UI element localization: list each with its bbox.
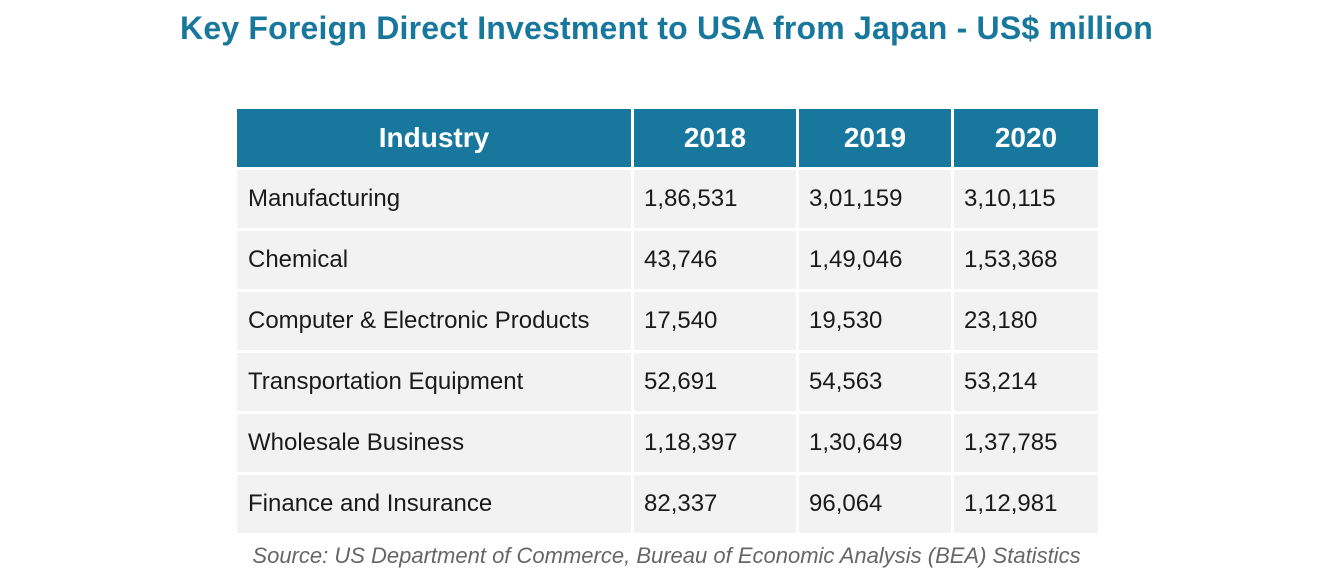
value-cell-2020: 53,214	[951, 350, 1101, 414]
column-header-2020: 2020	[951, 106, 1101, 170]
value-cell-2018: 82,337	[631, 472, 799, 536]
value-cell-2019: 1,30,649	[796, 411, 954, 475]
value-cell-2020: 23,180	[951, 289, 1101, 353]
source-note: Source: US Department of Commerce, Burea…	[252, 543, 1081, 568]
table-header-row: Industry 2018 2019 2020	[234, 106, 1101, 170]
industry-cell: Computer & Electronic Products	[234, 289, 634, 353]
column-header-2018: 2018	[631, 106, 799, 170]
value-cell-2020: 1,12,981	[951, 472, 1101, 536]
table-row: Manufacturing 1,86,531 3,01,159 3,10,115	[234, 167, 1101, 231]
value-cell-2020: 1,53,368	[951, 228, 1101, 292]
column-header-2019: 2019	[796, 106, 954, 170]
industry-cell: Finance and Insurance	[234, 472, 634, 536]
table-row: Computer & Electronic Products 17,540 19…	[234, 289, 1101, 353]
value-cell-2018: 52,691	[631, 350, 799, 414]
table-row: Finance and Insurance 82,337 96,064 1,12…	[234, 472, 1101, 536]
industry-cell: Chemical	[234, 228, 634, 292]
industry-cell: Manufacturing	[234, 167, 634, 231]
table-row: Chemical 43,746 1,49,046 1,53,368	[234, 228, 1101, 292]
value-cell-2019: 3,01,159	[796, 167, 954, 231]
column-header-industry: Industry	[234, 106, 634, 170]
table-row: Wholesale Business 1,18,397 1,30,649 1,3…	[234, 411, 1101, 475]
value-cell-2018: 1,86,531	[631, 167, 799, 231]
industry-cell: Wholesale Business	[234, 411, 634, 475]
value-cell-2018: 1,18,397	[631, 411, 799, 475]
value-cell-2018: 43,746	[631, 228, 799, 292]
value-cell-2019: 19,530	[796, 289, 954, 353]
value-cell-2020: 3,10,115	[951, 167, 1101, 231]
fdi-table: Industry 2018 2019 2020 Manufacturing 1,…	[234, 106, 1101, 536]
value-cell-2020: 1,37,785	[951, 411, 1101, 475]
value-cell-2019: 96,064	[796, 472, 954, 536]
value-cell-2019: 54,563	[796, 350, 954, 414]
page-title: Key Foreign Direct Investment to USA fro…	[180, 10, 1153, 46]
value-cell-2019: 1,49,046	[796, 228, 954, 292]
industry-cell: Transportation Equipment	[234, 350, 634, 414]
table-row: Transportation Equipment 52,691 54,563 5…	[234, 350, 1101, 414]
value-cell-2018: 17,540	[631, 289, 799, 353]
